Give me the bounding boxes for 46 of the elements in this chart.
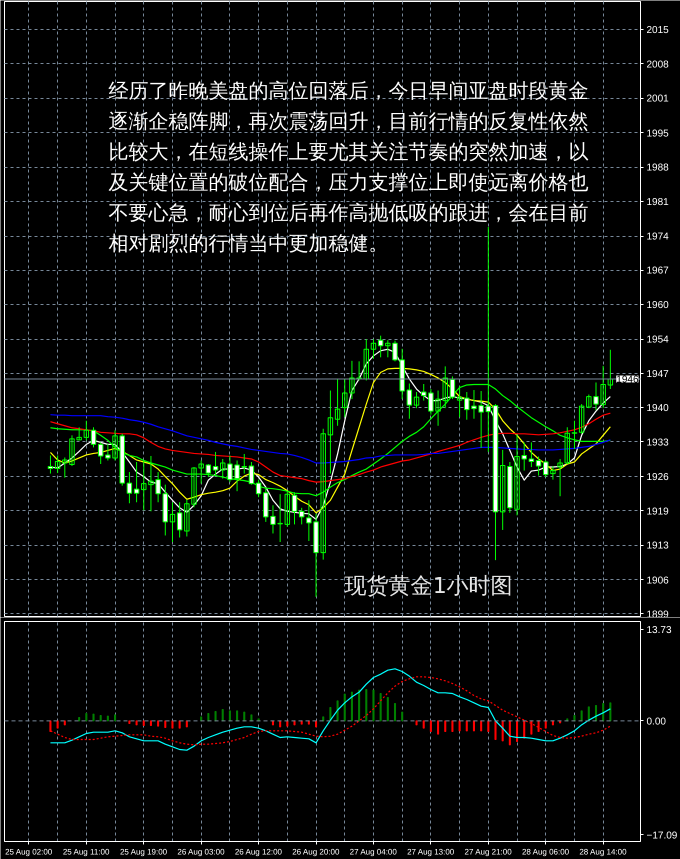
y-tick-label: 13.73 [646, 624, 672, 636]
y-tick-label: 1988 [646, 162, 670, 174]
line-series [50, 668, 611, 751]
ref-line-label: 1946 [616, 374, 639, 386]
x-tick-label: 27 Aug 21:00 [464, 848, 512, 856]
y-tick-label: 1933 [646, 437, 670, 448]
x-tick-label: 27 Aug 13:00 [407, 848, 455, 856]
y-tick-label: 1967 [646, 266, 670, 277]
y-tick-label: 1960 [646, 300, 670, 311]
y-tick-label: 2015 [646, 25, 670, 36]
annotation: 现货黄金1小时图 [344, 574, 513, 599]
x-tick-label: 26 Aug 12:00 [234, 848, 283, 856]
x-tick-label: 25 Aug 11:00 [62, 848, 110, 856]
candlestick [90, 426, 96, 448]
x-tick-label: 26 Aug 03:00 [177, 848, 226, 856]
candlestick [349, 360, 355, 400]
y-tick-label: 1974 [646, 232, 670, 243]
x-tick-label: 25 Aug 02:00 [5, 848, 53, 856]
y-tick-label: 1913 [646, 540, 670, 552]
y-tick-label: 1906 [646, 575, 670, 586]
y-tick-label: 1954 [646, 334, 670, 346]
y-tick-label: 1995 [646, 128, 670, 140]
candlestick [528, 442, 534, 468]
x-tick-label: 26 Aug 20:00 [292, 848, 340, 856]
candlestick [334, 378, 340, 426]
y-tick-label: 1926 [646, 472, 670, 484]
x-tick-label: 28 Aug 14:00 [579, 848, 628, 856]
y-tick-label: 2008 [646, 59, 670, 70]
candlestick [414, 392, 420, 409]
x-tick-label: 27 Aug 04:00 [350, 848, 398, 856]
candlestick [69, 434, 75, 467]
candlestick [557, 458, 563, 497]
y-tick-label: 1919 [646, 506, 670, 518]
y-tick-label: 1940 [646, 403, 670, 414]
line-series [50, 414, 611, 464]
line-series [50, 412, 611, 483]
y-tick-label: 0.00 [646, 716, 666, 728]
y-tick-label: −17.09 [646, 830, 678, 842]
y-tick-label: 2001 [646, 94, 670, 105]
x-tick-label: 25 Aug 19:00 [120, 848, 168, 856]
line-series [50, 676, 611, 746]
y-tick-label: 1981 [646, 196, 670, 208]
x-tick-label: 28 Aug 06:00 [522, 848, 570, 856]
candlestick [593, 382, 599, 411]
y-tick-label: 1947 [646, 368, 670, 380]
candlestick [342, 378, 348, 418]
